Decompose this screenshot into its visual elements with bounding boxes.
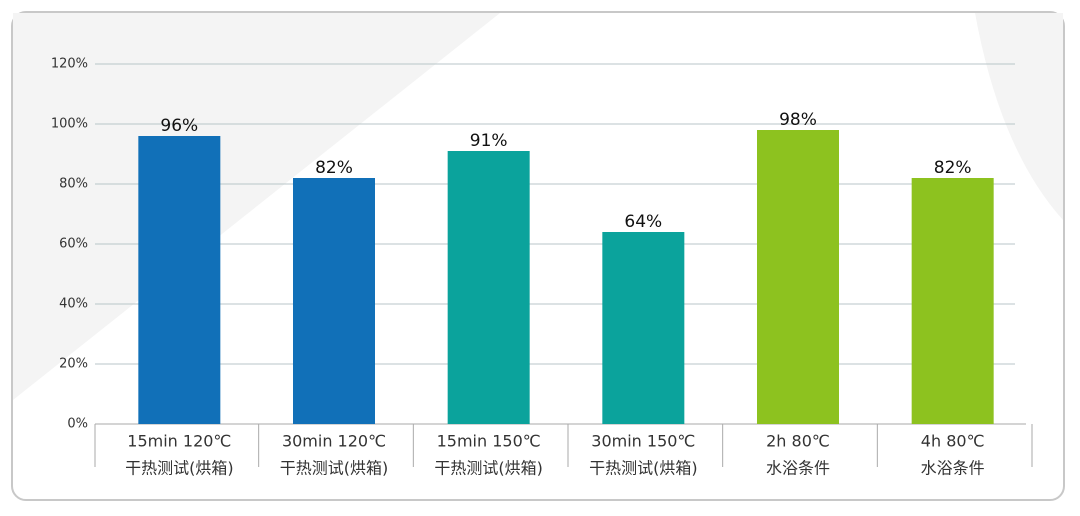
x-tick-label: 15min 120℃ xyxy=(127,432,231,451)
bg-shape xyxy=(13,13,500,400)
bar xyxy=(602,232,685,424)
x-tick-label: 15min 150℃ xyxy=(437,432,541,451)
x-tick-label: 水浴条件 xyxy=(921,459,985,478)
x-tick-label: 4h 80℃ xyxy=(921,432,985,451)
x-tick-label: 干热测试(烘箱) xyxy=(125,459,234,478)
y-tick-label: 100% xyxy=(51,117,88,132)
data-label: 96% xyxy=(160,116,198,136)
x-tick-label: 干热测试(烘箱) xyxy=(589,459,698,478)
data-label: 91% xyxy=(470,131,508,151)
data-label: 64% xyxy=(624,212,662,232)
y-tick-label: 80% xyxy=(59,177,88,192)
y-tick-label: 20% xyxy=(59,357,88,372)
data-label: 82% xyxy=(315,158,353,178)
x-tick-label: 水浴条件 xyxy=(766,459,830,478)
x-tick-label: 干热测试(烘箱) xyxy=(280,459,389,478)
y-tick-label: 0% xyxy=(67,417,88,432)
y-tick-label: 40% xyxy=(59,297,88,312)
bar xyxy=(757,130,839,424)
x-tick-label: 干热测试(烘箱) xyxy=(434,459,543,478)
bar xyxy=(138,136,221,424)
x-tick-label: 30min 120℃ xyxy=(282,432,386,451)
bar xyxy=(447,151,530,424)
bg-shape xyxy=(975,13,1063,220)
x-tick-label: 2h 80℃ xyxy=(766,432,830,451)
y-tick-label: 120% xyxy=(51,57,88,72)
bar xyxy=(911,178,994,424)
data-label: 98% xyxy=(779,110,817,130)
y-tick-label: 60% xyxy=(59,237,88,252)
x-tick-label: 30min 150℃ xyxy=(591,432,695,451)
bar xyxy=(293,178,375,424)
data-label: 82% xyxy=(934,158,972,178)
